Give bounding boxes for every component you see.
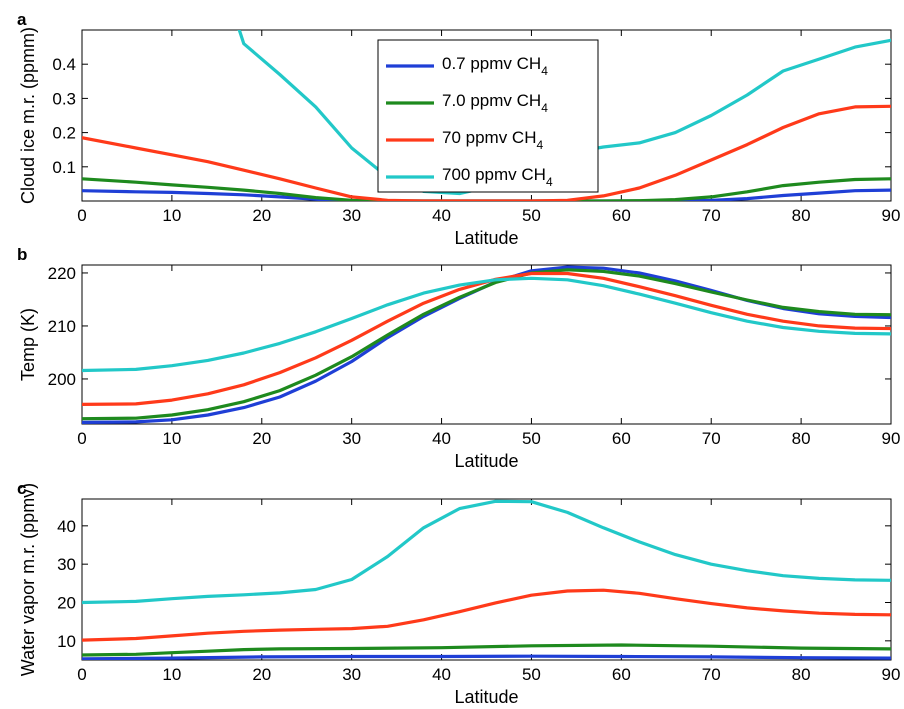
x-tick-label: 40 [432,665,451,684]
y-axis-label: Cloud ice m.r. (ppmm) [18,27,38,204]
series-line [82,177,891,201]
x-tick-label: 0 [77,429,86,448]
panel-letter: b [17,245,27,264]
y-tick-label: 20 [57,594,76,613]
y-tick-label: 40 [57,517,76,536]
legend-label-subscript: 4 [536,138,543,152]
x-tick-label: 40 [432,206,451,225]
y-tick-label: 0.2 [52,124,76,143]
x-tick-label: 10 [162,429,181,448]
series-line [82,654,891,660]
legend-label-subscript: 4 [546,175,553,189]
x-tick-label: 50 [522,429,541,448]
x-axis-label: Latitude [454,687,518,707]
series-line [82,276,891,373]
x-tick-label: 60 [612,665,631,684]
legend-label-main: 0.7 ppmv CH [442,54,541,73]
panel-b: 0 10 20 30 40 50 60 70 80 90 200 210 220 Latitude Temp… [17,245,900,471]
x-tick-label: 70 [702,665,721,684]
series-line [82,268,891,421]
y-tick-label: 200 [48,370,76,389]
series-line [82,588,891,642]
x-tick-label: 30 [342,665,361,684]
y-axis-label: Water vapor m.r. (ppmv) [18,483,38,676]
axes-box [81,498,892,661]
legend-label-main: 700 ppmv CH [442,165,546,184]
x-tick-label: 10 [162,206,181,225]
y-tick-label: 30 [57,555,76,574]
y-tick-label: 210 [48,317,76,336]
x-tick-label: 30 [342,429,361,448]
series-line [82,499,891,605]
y-axis-label: Temp (K) [18,308,38,381]
panels: 0 10 20 30 40 50 60 70 80 900.10.20.30.4LatitudeC… [17,10,900,707]
series-lines [82,499,891,660]
x-axis-label: Latitude [454,451,518,471]
legend-label: 0.7 ppmv CH4 [442,54,548,78]
legend-label-subscript: 4 [541,101,548,115]
panel-a: 0 10 20 30 40 50 60 70 80 90 0.1 0.2 0.3 0.4 Latitude C… [17,10,900,248]
legend-label-main: 7.0 ppmv CH [442,91,541,110]
x-tick-label: 0 [77,665,86,684]
x-tick-label: 90 [882,665,901,684]
x-tick-label: 0 [77,206,86,225]
series-line [82,643,891,657]
legend-label: 70 ppmv CH4 [442,128,543,152]
series-lines [82,265,891,424]
legend-label: 7.0 ppmv CH4 [442,91,548,115]
x-tick-label: 10 [162,665,181,684]
x-tick-label: 50 [522,665,541,684]
x-tick-label: 80 [792,665,811,684]
panel-letter: c [17,479,26,498]
panel-c: 0 10 20 30 40 50 60 70 80 9010203040LatitudeWater… [17,479,900,707]
y-tick-label: 0.1 [52,158,76,177]
x-tick-label: 90 [882,429,901,448]
x-tick-label: 40 [432,429,451,448]
x-tick-label: 90 [882,206,901,225]
y-tick-label: 10 [57,632,76,651]
y-tick-label: 0.4 [52,55,76,74]
series-line [82,188,891,201]
legend-label-subscript: 4 [541,64,548,78]
x-tick-label: 60 [612,429,631,448]
legend-label-main: 70 ppmv CH [442,128,536,147]
y-tick-label: 220 [48,264,76,283]
series-line [82,104,891,201]
y-tick-label: 0.3 [52,89,76,108]
x-tick-label: 70 [702,206,721,225]
x-tick-label: 80 [792,429,811,448]
x-tick-label: 30 [342,206,361,225]
x-axis-label: Latitude [454,228,518,248]
x-tick-label: 20 [252,206,271,225]
axes-box [81,264,892,425]
x-tick-label: 20 [252,665,271,684]
x-tick-label: 60 [612,206,631,225]
panel-letter: a [17,10,27,29]
legend-label: 700 ppmv CH4 [442,165,553,189]
x-tick-label: 50 [522,206,541,225]
x-tick-label: 20 [252,429,271,448]
x-tick-label: 70 [702,429,721,448]
x-tick-label: 80 [792,206,811,225]
